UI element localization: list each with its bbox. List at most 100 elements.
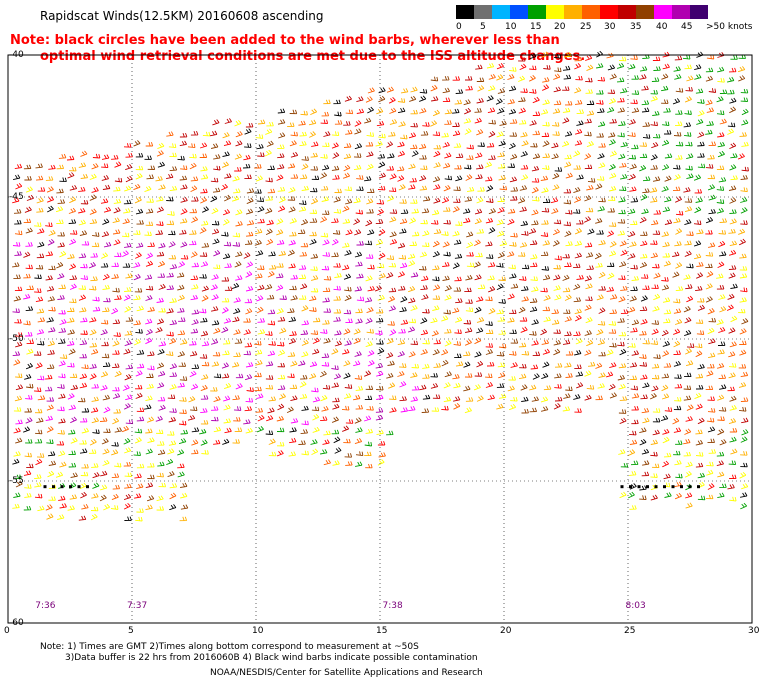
wind-barb: [37, 228, 45, 234]
wind-barb: [597, 339, 605, 346]
wind-barb: [210, 177, 219, 183]
wind-barb: [486, 142, 495, 148]
contamination-marker: [60, 485, 64, 489]
wind-barb: [409, 95, 417, 102]
wind-barb: [673, 340, 681, 348]
wind-barb: [147, 462, 155, 468]
wind-barb: [651, 284, 659, 290]
wind-barb: [454, 329, 462, 334]
wind-barb: [111, 473, 120, 479]
wind-barb: [695, 451, 704, 457]
wind-barb: [47, 451, 56, 457]
wind-barb: [642, 417, 650, 424]
wind-barb: [301, 450, 309, 456]
wind-barb: [101, 163, 109, 168]
wind-barb: [553, 285, 561, 291]
wind-barb: [574, 240, 583, 247]
wind-barb: [695, 197, 703, 203]
wind-barb: [288, 263, 296, 269]
wind-barb: [444, 371, 452, 378]
wind-barb: [69, 230, 78, 235]
wind-barb: [443, 251, 451, 257]
wind-barb: [121, 425, 129, 433]
wind-barb: [541, 132, 550, 138]
wind-barb: [649, 187, 658, 193]
wind-barb: [367, 188, 375, 194]
wind-barb: [719, 89, 728, 94]
wind-barb: [673, 350, 681, 355]
wind-barb: [552, 131, 560, 136]
wind-barb: [322, 210, 330, 215]
wind-barb: [640, 394, 648, 400]
wind-barb: [400, 209, 409, 214]
wind-barb: [287, 308, 295, 314]
wind-barb: [399, 363, 407, 368]
wind-barb: [737, 153, 745, 160]
wind-barb: [23, 426, 31, 433]
wind-barb: [102, 362, 111, 367]
wind-barb: [697, 99, 705, 104]
wind-barb: [399, 396, 407, 402]
wind-barb: [301, 405, 309, 411]
wind-barb: [706, 107, 714, 113]
wind-barb: [113, 186, 121, 192]
wind-barb: [497, 362, 506, 368]
wind-barb: [521, 174, 529, 181]
wind-barb: [411, 363, 420, 369]
wind-barb: [430, 373, 438, 378]
wind-barb: [708, 317, 717, 323]
wind-barb: [608, 98, 616, 105]
wind-barb: [69, 184, 78, 191]
wind-barb: [585, 317, 593, 324]
wind-barb: [179, 229, 187, 235]
wind-barb: [574, 408, 582, 413]
wind-barb: [210, 338, 219, 345]
wind-barb: [543, 385, 552, 391]
wind-barb: [266, 294, 275, 300]
wind-barb: [454, 164, 462, 170]
wind-barb: [455, 221, 463, 226]
wind-barb: [36, 340, 45, 346]
wind-barb: [345, 461, 353, 466]
wind-barb: [355, 461, 363, 467]
wind-barb: [630, 286, 638, 291]
wind-barb: [673, 328, 681, 335]
wind-barb: [276, 263, 284, 268]
wind-barb: [210, 406, 219, 411]
wind-barb: [300, 283, 308, 290]
wind-barb: [101, 231, 110, 238]
wind-barb: [156, 206, 164, 213]
wind-barb: [444, 120, 452, 125]
wind-barb: [651, 363, 660, 369]
wind-barb: [321, 353, 330, 358]
wind-barb: [69, 373, 78, 379]
wind-barb: [211, 294, 219, 301]
wind-barb: [464, 107, 472, 115]
wind-barb: [498, 343, 507, 349]
wind-barb: [717, 261, 725, 269]
wind-barb: [124, 305, 132, 313]
wind-barb: [562, 117, 570, 124]
wind-barb: [66, 155, 75, 161]
wind-barb: [356, 296, 365, 302]
wind-barb: [25, 264, 33, 270]
wind-barb: [639, 74, 647, 80]
wind-barb: [301, 219, 309, 226]
wind-barb: [169, 298, 177, 303]
wind-barb: [664, 175, 672, 182]
wind-barb: [584, 394, 592, 401]
wind-barb: [629, 186, 637, 192]
wind-barb: [311, 448, 319, 456]
wind-barb: [573, 187, 581, 194]
wind-barb: [299, 174, 308, 180]
wind-barb: [728, 249, 737, 256]
wind-barb: [673, 360, 681, 367]
wind-barb: [442, 162, 451, 169]
wind-barb: [695, 286, 703, 292]
wind-barb: [309, 218, 318, 223]
wind-barb: [14, 318, 22, 324]
wind-barb: [674, 396, 682, 402]
wind-barb: [267, 309, 276, 315]
wind-barb: [279, 295, 287, 300]
wind-barb: [553, 274, 561, 281]
